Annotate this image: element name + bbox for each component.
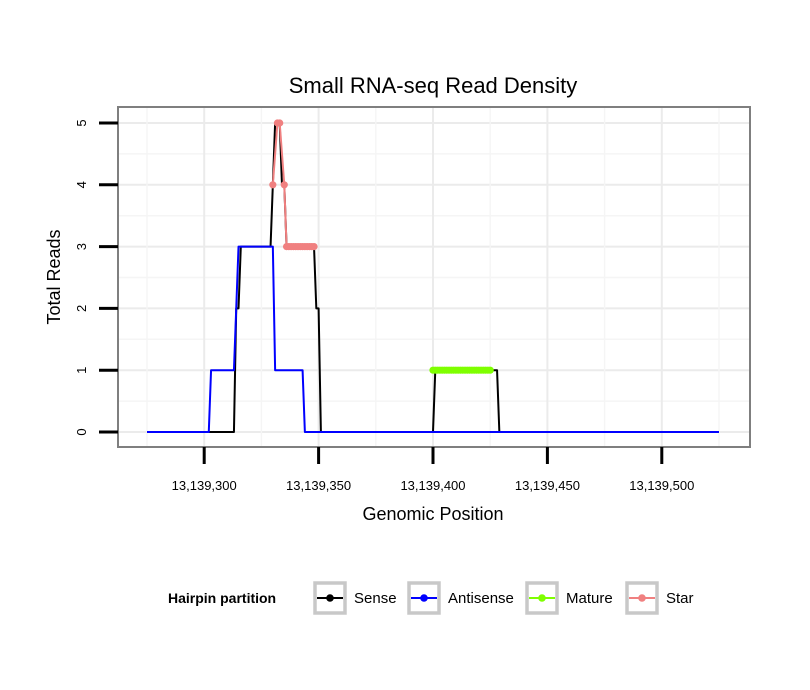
- series-antisense: [147, 245, 719, 433]
- legend-item-antisense: Antisense: [407, 581, 514, 615]
- data-point-star: [269, 181, 277, 189]
- y-tick-label: 1: [74, 367, 89, 374]
- legend-label-antisense: Antisense: [448, 590, 514, 607]
- x-tick-label: 13,139,350: [286, 478, 351, 493]
- legend-item-sense: Sense: [313, 581, 397, 615]
- legend-label-sense: Sense: [354, 590, 397, 607]
- series-star: [269, 119, 318, 251]
- grid-lines: [118, 107, 750, 447]
- series-line-antisense: [147, 245, 719, 433]
- data-point-star: [276, 119, 284, 127]
- y-tick-label: 5: [74, 119, 89, 126]
- x-axis-label: Genomic Position: [362, 504, 503, 524]
- series-mature: [429, 366, 494, 374]
- y-tick-label: 0: [74, 428, 89, 435]
- x-axis: 13,139,300 13,139,350 13,139,400 13,139,450…: [172, 447, 694, 493]
- y-tick-label: 2: [74, 305, 89, 312]
- legend-item-mature: Mature: [525, 581, 613, 615]
- x-tick-label: 13,139,300: [172, 478, 237, 493]
- x-tick-label: 13,139,500: [629, 478, 694, 493]
- legend-item-star: Star: [625, 581, 694, 615]
- y-axis-label: Total Reads: [44, 229, 64, 324]
- legend-dot-mature: [538, 594, 546, 602]
- legend-label-mature: Mature: [566, 590, 613, 607]
- legend-dot-star: [638, 594, 646, 602]
- data-point-mature: [486, 366, 494, 374]
- x-tick-label: 13,139,400: [400, 478, 465, 493]
- y-tick-label: 3: [74, 243, 89, 250]
- chart-title: Small RNA-seq Read Density: [289, 73, 578, 98]
- legend-dot-sense: [326, 594, 334, 602]
- series-layer: [147, 119, 719, 433]
- legend-title: Hairpin partition: [168, 590, 276, 606]
- y-tick-label: 4: [74, 181, 89, 188]
- legend-label-star: Star: [666, 590, 694, 607]
- data-point-star: [280, 181, 288, 189]
- y-axis: 0 1 2 3 4 5: [74, 119, 118, 436]
- legend-dot-antisense: [420, 594, 428, 602]
- data-point-star: [310, 243, 318, 251]
- legend: Hairpin partition Sense Antisense Mature St…: [168, 581, 694, 615]
- x-tick-label: 13,139,450: [515, 478, 580, 493]
